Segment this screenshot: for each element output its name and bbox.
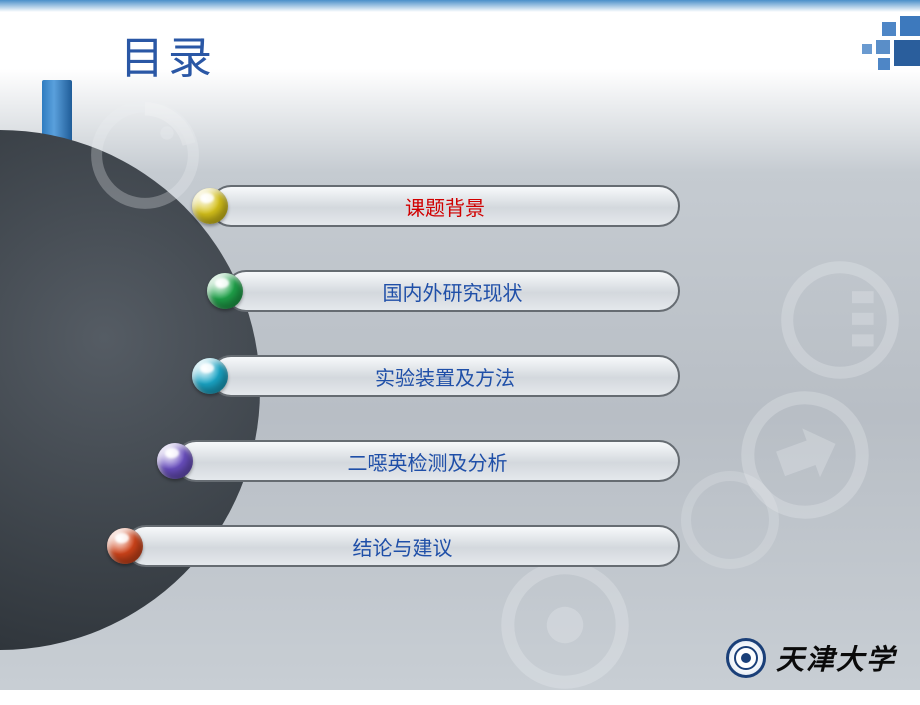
toc-item: 实验装置及方法	[210, 355, 680, 397]
toc-pill[interactable]: 结论与建议	[125, 525, 680, 567]
bullet-sphere-icon	[207, 273, 243, 309]
decor-square	[876, 40, 890, 54]
toc-pill[interactable]: 实验装置及方法	[210, 355, 680, 397]
watermark-icon	[780, 260, 900, 380]
decor-square	[894, 40, 920, 66]
bullet-sphere-icon	[157, 443, 193, 479]
watermark-icon	[680, 470, 780, 570]
toc-pill[interactable]: 课题背景	[210, 185, 680, 227]
decor-square	[900, 16, 920, 36]
toc-item: 二噁英检测及分析	[175, 440, 680, 482]
toc-label: 结论与建议	[353, 532, 453, 561]
corner-decor	[840, 6, 920, 86]
page-title: 目录	[120, 22, 216, 86]
top-gradient-band	[0, 0, 920, 12]
footer-logo: 天津大学	[726, 638, 896, 678]
bullet-sphere-icon	[192, 358, 228, 394]
toc-label: 国内外研究现状	[383, 277, 523, 306]
university-seal-icon	[726, 638, 766, 678]
toc-pill[interactable]: 二噁英检测及分析	[175, 440, 680, 482]
decor-square	[878, 58, 890, 70]
toc-item: 课题背景	[210, 185, 680, 227]
watermark-icon	[490, 550, 641, 701]
toc-pill[interactable]: 国内外研究现状	[225, 270, 680, 312]
toc-label: 实验装置及方法	[375, 362, 515, 391]
toc-label: 课题背景	[405, 192, 485, 221]
toc-label: 二噁英检测及分析	[348, 447, 508, 476]
watermark-icon	[90, 100, 200, 210]
toc-item: 国内外研究现状	[225, 270, 680, 312]
decor-square	[862, 44, 872, 54]
decor-square	[882, 22, 896, 36]
toc-item: 结论与建议	[125, 525, 680, 567]
bullet-sphere-icon	[107, 528, 143, 564]
bullet-sphere-icon	[192, 188, 228, 224]
university-name: 天津大学	[776, 638, 896, 678]
